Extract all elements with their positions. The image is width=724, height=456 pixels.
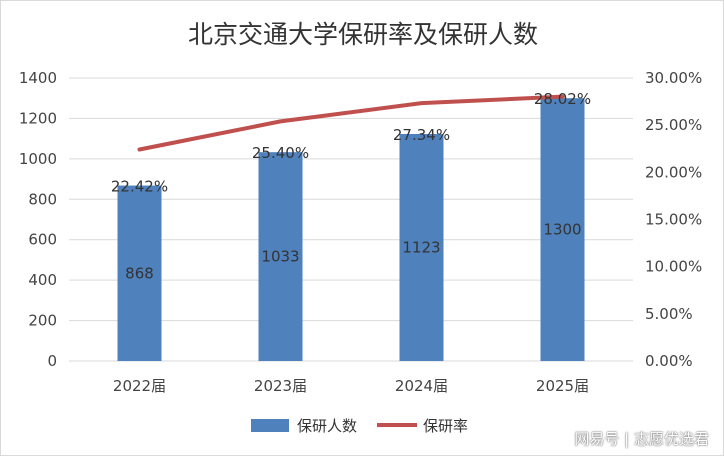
legend-label: 保研人数 [297,417,357,435]
bar [258,152,303,361]
y-left-tick-label: 1200 [19,109,57,127]
y-left-tick-label: 1000 [19,150,57,168]
bar-data-label: 1123 [402,238,440,256]
x-tick-label: 2024届 [395,377,448,395]
y-right-tick-label: 25.00% [645,116,702,134]
rate-data-label: 27.34% [393,126,450,144]
y-left-tick-label: 600 [28,231,57,249]
y-left-tick-label: 800 [28,190,57,208]
bar [540,98,585,361]
y-right-tick-label: 15.00% [645,211,702,229]
y-right-tick-label: 20.00% [645,163,702,181]
y-right-tick-label: 0.00% [645,352,693,370]
y-left-tick-label: 400 [28,271,57,289]
bar [399,133,444,361]
legend-label: 保研率 [423,417,468,435]
y-left-tick-label: 1400 [19,69,57,87]
line-point [561,95,564,99]
y-left-tick-label: 0 [47,352,57,370]
bar [117,185,162,361]
line-point [279,119,282,123]
bar-data-label: 1300 [543,221,581,239]
y-left-tick-label: 200 [28,312,57,330]
bar-data-label: 868 [125,264,154,282]
y-right-tick-label: 5.00% [645,305,693,323]
legend-swatch-bar [251,419,289,432]
x-tick-label: 2025届 [536,377,589,395]
rate-data-label: 25.40% [252,144,309,162]
rate-data-label: 28.02% [534,90,591,108]
x-tick-label: 2022届 [113,377,166,395]
y-right-tick-label: 30.00% [645,69,702,87]
x-tick-label: 2023届 [254,377,307,395]
watermark: 网易号 | 志愿优选君 [574,430,709,448]
bar-data-label: 1033 [261,248,299,266]
rate-data-label: 22.42% [111,178,168,196]
chart-title: 北京交通大学保研率及保研人数 [187,20,538,49]
line-point [138,148,141,152]
line-point [420,101,423,105]
rate-line [137,94,565,152]
y-right-tick-label: 10.00% [645,258,702,276]
